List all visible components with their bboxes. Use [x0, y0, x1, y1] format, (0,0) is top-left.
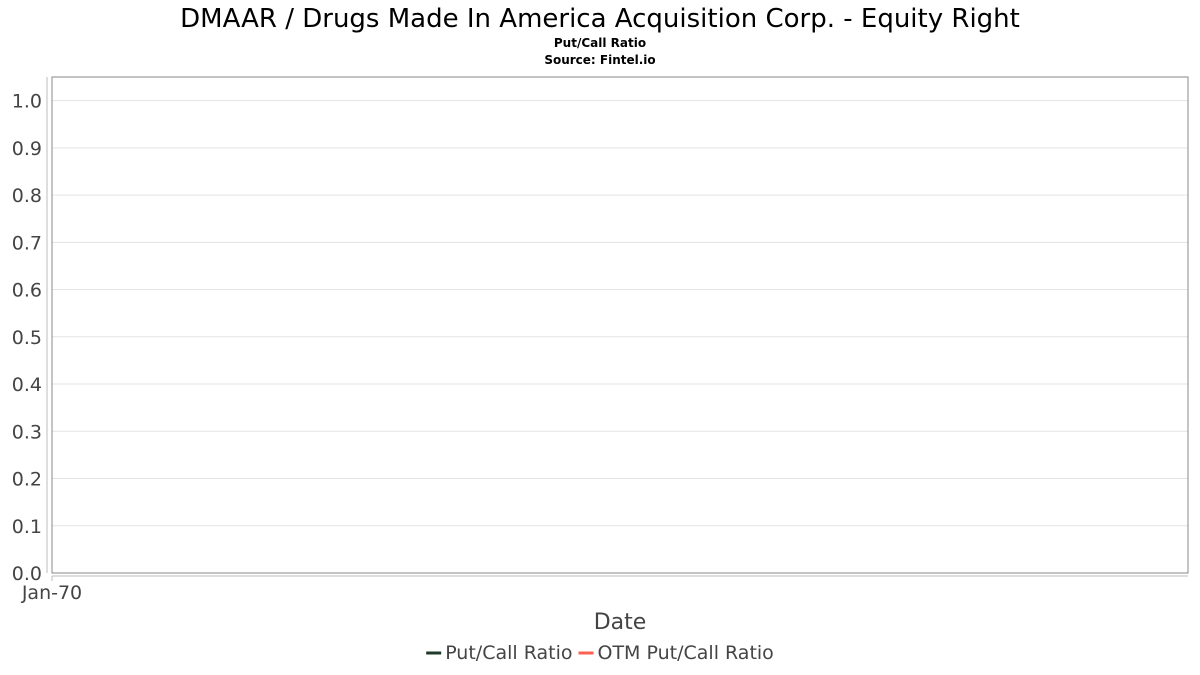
y-tick-label: 0.7 [12, 232, 42, 254]
grid-lines [52, 100, 1188, 527]
y-tick-label: 0.8 [12, 185, 42, 207]
x-tick-label: Jan-70 [21, 582, 82, 604]
y-tick-label: 0.9 [12, 138, 42, 160]
y-tick-label: 0.4 [12, 374, 42, 396]
x-axis: Jan-70 [21, 576, 82, 604]
y-tick-label: 0.0 [12, 563, 42, 585]
y-tick-label: 0.5 [12, 327, 42, 349]
x-axis-label: Date [594, 610, 647, 635]
y-tick-label: 0.6 [12, 280, 42, 302]
axes [46, 77, 1188, 577]
chart-title: DMAAR / Drugs Made In America Acquisitio… [180, 4, 1020, 34]
legend-label: Put/Call Ratio [445, 642, 572, 664]
chart-source: Source: Fintel.io [544, 53, 655, 67]
legend-label: OTM Put/Call Ratio [598, 642, 774, 664]
y-tick-label: 0.3 [12, 421, 42, 443]
y-tick-label: 0.1 [12, 516, 42, 538]
y-tick-label: 1.0 [12, 91, 42, 113]
chart-subtitle: Put/Call Ratio [554, 36, 646, 50]
legend: Put/Call Ratio OTM Put/Call Ratio [426, 642, 774, 664]
y-axis: 0.0 0.1 0.2 0.3 0.4 0.5 0.6 0.7 0.8 0.9 1.0 [12, 91, 42, 585]
y-tick-label: 0.2 [12, 469, 42, 491]
plot-area [51, 76, 1189, 574]
